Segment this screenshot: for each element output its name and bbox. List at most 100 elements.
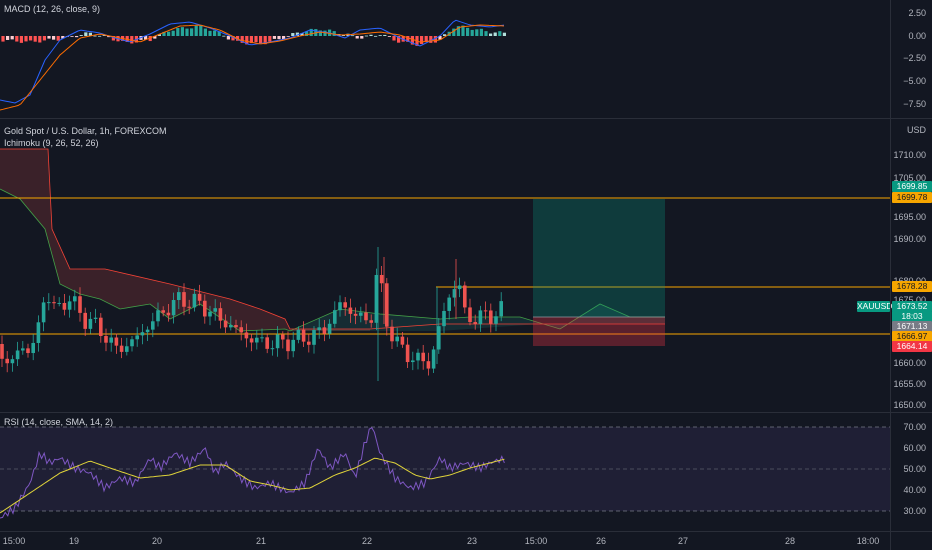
candle-body — [390, 326, 394, 342]
macd-axis-label: −5.00 — [903, 76, 926, 86]
macd-histogram-bar — [162, 31, 166, 36]
price-pane[interactable]: Gold Spot / U.S. Dollar, 1h, FOREXCOM Ic… — [0, 119, 932, 412]
candle-body — [452, 289, 457, 298]
macd-histogram-bar — [130, 36, 134, 44]
macd-histogram-bar — [456, 26, 460, 36]
candle-body — [483, 310, 488, 312]
macd-histogram-bar — [1, 36, 5, 42]
candle-body — [353, 313, 358, 316]
rsi-title[interactable]: RSI (14, close, SMA, 14, 2) — [4, 417, 114, 427]
macd-histogram-bar — [502, 32, 506, 36]
price-chart — [0, 148, 890, 381]
candle-body — [213, 308, 217, 312]
macd-histogram-bar — [254, 36, 258, 43]
candle-body — [421, 352, 425, 362]
price-axis-label: 1650.00 — [893, 400, 926, 410]
candle-body — [83, 312, 87, 329]
macd-histogram-bar — [167, 31, 171, 36]
time-label: 28 — [784, 536, 796, 546]
price-scale-border[interactable] — [890, 0, 891, 550]
macd-histogram-bar — [498, 31, 502, 36]
macd-histogram-bar — [38, 36, 42, 43]
macd-histogram-bar — [263, 36, 267, 45]
rsi-ma-line — [0, 457, 505, 514]
hline-top-tag[interactable]: 1699.78 — [892, 192, 932, 203]
candle-body — [151, 321, 155, 330]
macd-pane[interactable]: MACD (12, 26, close, 9) 2.50 0.00 −2.50 … — [0, 0, 932, 118]
time-label: 15:00 — [524, 536, 548, 546]
candle-body — [327, 323, 332, 334]
candle-body — [21, 348, 25, 351]
candle-body — [104, 336, 108, 343]
macd-histogram-bar — [148, 36, 152, 42]
candle-body — [218, 308, 223, 321]
position-stop-zone — [533, 317, 665, 346]
candle-body — [223, 320, 228, 328]
macd-histogram-bar — [332, 31, 336, 36]
macd-histogram-bar — [249, 36, 253, 44]
hline-mid-tag[interactable]: 1678.28 — [892, 281, 932, 292]
take-profit-tag[interactable]: 1699.85 — [892, 181, 932, 192]
macd-chart — [0, 19, 506, 111]
pane-divider[interactable] — [0, 412, 932, 413]
macd-histogram-bar — [61, 36, 65, 39]
rsi-line — [0, 427, 505, 519]
ichimoku-legend[interactable]: Ichimoku (9, 26, 52, 26) — [4, 138, 99, 148]
candle-body — [385, 283, 389, 327]
candlesticks — [0, 247, 503, 381]
macd-histogram-bar — [56, 36, 60, 41]
candle-body — [442, 310, 446, 327]
macd-histogram-bar — [397, 36, 401, 43]
macd-histogram-bar — [438, 36, 442, 40]
candle-body — [145, 329, 150, 333]
macd-histogram-bar — [259, 36, 263, 44]
candle-body — [208, 311, 212, 317]
pane-divider[interactable] — [0, 118, 932, 119]
symbol-tag[interactable]: XAUUSD — [857, 301, 893, 312]
symbol-title[interactable]: Gold Spot / U.S. Dollar, 1h, FOREXCOM — [4, 126, 167, 136]
currency-label[interactable]: USD — [906, 125, 926, 135]
macd-title[interactable]: MACD (12, 26, close, 9) — [4, 4, 101, 14]
pane-divider — [0, 531, 932, 532]
time-label: 15:00 — [2, 536, 26, 546]
entry-price-tag[interactable]: 1671.13 — [892, 321, 932, 332]
macd-histogram-bar — [323, 30, 327, 36]
candle-body — [463, 285, 467, 308]
macd-histogram-bar — [461, 25, 465, 36]
macd-histogram-bar — [295, 32, 299, 36]
stop-loss-tag[interactable]: 1664.14 — [892, 341, 932, 352]
time-label: 26 — [595, 536, 607, 546]
candle-body — [431, 349, 436, 369]
price-axis-label: 1660.00 — [893, 358, 926, 368]
macd-histogram-bar — [475, 29, 479, 36]
macd-histogram-bar — [19, 36, 23, 43]
candle-body — [130, 339, 134, 347]
candle-body — [182, 292, 186, 307]
price-axis-label: 1655.00 — [893, 379, 926, 389]
macd-histogram-bar — [410, 36, 414, 45]
time-label: 22 — [361, 536, 373, 546]
candle-body — [374, 274, 379, 323]
candle-body — [15, 350, 20, 360]
candle-body — [291, 339, 295, 352]
candle-body — [405, 344, 410, 363]
candle-body — [10, 359, 15, 364]
candle-body — [114, 337, 119, 346]
macd-histogram-bar — [15, 36, 19, 42]
candle-body — [265, 337, 269, 349]
ichimoku-cloud-bullish — [290, 304, 665, 331]
candle-body — [395, 336, 399, 342]
candle-body — [171, 300, 176, 316]
candle-body — [437, 326, 441, 350]
macd-histogram-bar — [387, 36, 391, 37]
hline-low-tag[interactable]: 1666.97 — [892, 331, 932, 342]
rsi-pane[interactable]: RSI (14, close, SMA, 14, 2) 70.00 60.00 … — [0, 413, 932, 531]
macd-histogram-bar — [420, 36, 424, 44]
last-price-tag[interactable]: 1673.52 — [892, 301, 932, 312]
macd-histogram-bar — [493, 32, 497, 36]
candle-body — [73, 296, 77, 302]
candle-body — [109, 337, 113, 343]
candle-body — [166, 312, 171, 316]
candle-body — [468, 307, 472, 323]
candle-body — [457, 285, 462, 290]
